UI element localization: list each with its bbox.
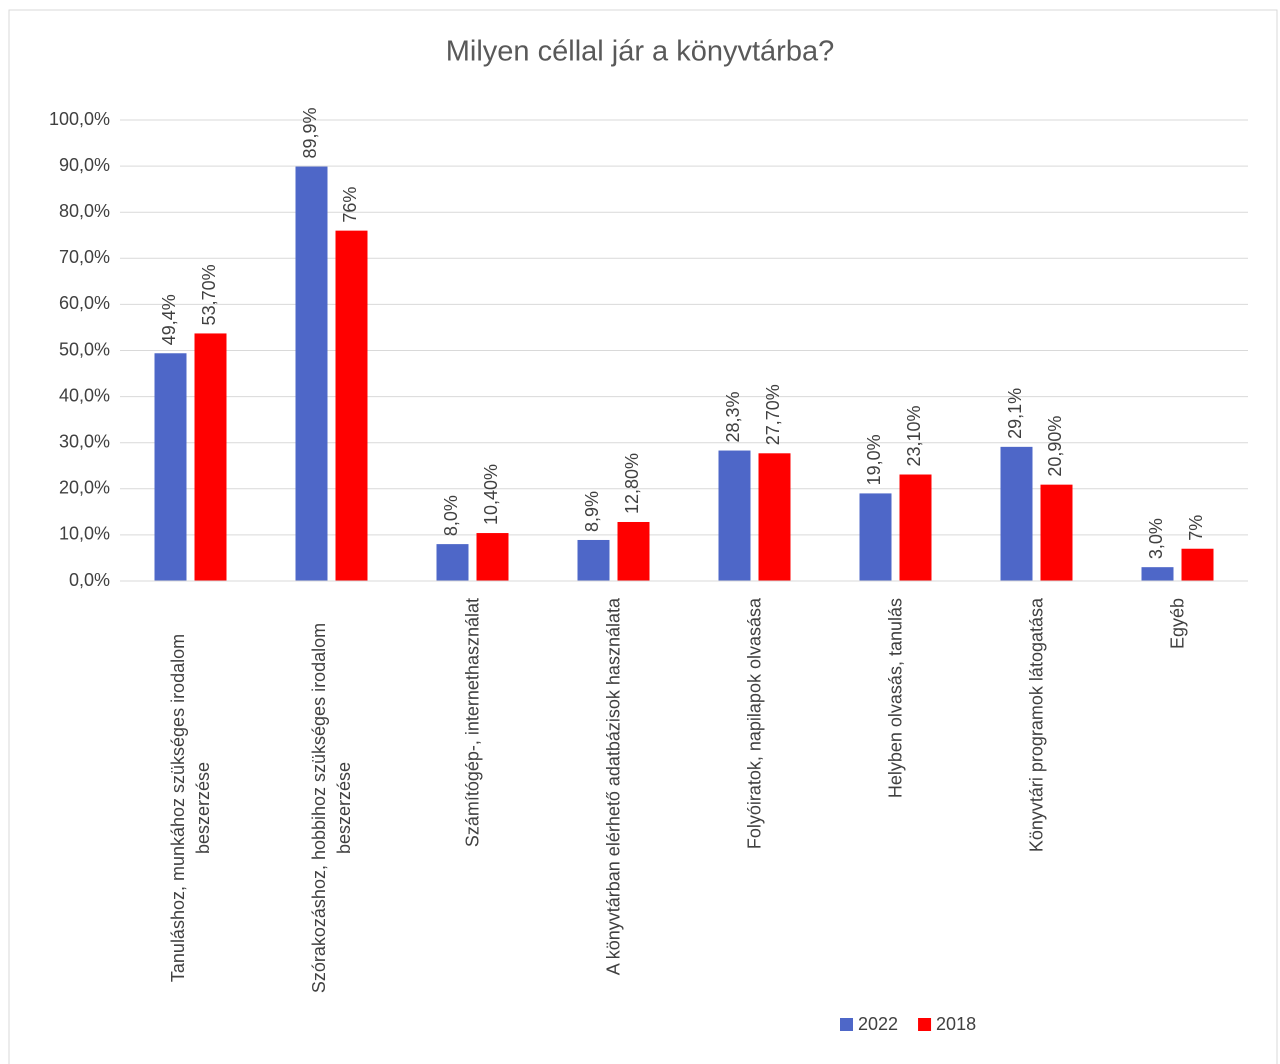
x-tick-label: Tanuláshoz, munkához szükséges irodalom … <box>167 633 213 983</box>
value-label: 27,70% <box>763 384 783 445</box>
x-tick-label: A könyvtárban elérhető adatbázisok haszn… <box>603 598 623 976</box>
bar <box>1181 548 1214 581</box>
value-label: 8,9% <box>582 491 602 532</box>
legend-label: 2022 <box>858 1014 898 1034</box>
bar <box>295 166 328 581</box>
bar <box>899 474 932 581</box>
value-label: 28,3% <box>723 391 743 442</box>
bar <box>476 533 509 581</box>
bar <box>154 353 187 581</box>
legend-swatch <box>840 1018 853 1031</box>
chart-title: Milyen céllal jár a könyvtárba? <box>446 36 834 68</box>
bar <box>758 453 791 581</box>
legend-swatch <box>918 1018 932 1031</box>
x-tick-label: Helyben olvasás, tanulás <box>885 598 905 799</box>
bar <box>1000 446 1033 581</box>
legend-label: 2018 <box>936 1014 976 1034</box>
y-tick-label: 10,0% <box>59 524 110 544</box>
bar <box>436 544 469 581</box>
value-label: 8,0% <box>441 495 461 536</box>
chart-border <box>8 9 1278 1064</box>
value-label: 7% <box>1186 515 1206 541</box>
value-label: 19,0% <box>864 434 884 485</box>
x-tick-label: Szórakozáshoz, hobbihoz szükséges irodal… <box>308 622 354 994</box>
value-label: 10,40% <box>481 464 501 525</box>
value-label: 3,0% <box>1146 518 1166 559</box>
bar <box>577 539 610 581</box>
bar <box>194 333 227 581</box>
y-tick-label: 40,0% <box>59 385 110 405</box>
bar <box>859 493 892 581</box>
y-tick-label: 70,0% <box>59 247 110 267</box>
y-tick-label: 0,0% <box>69 570 110 590</box>
y-tick-label: 50,0% <box>59 339 110 359</box>
value-label: 23,10% <box>904 405 924 466</box>
x-tick-label: Könyvtári programok látogatása <box>1026 598 1046 853</box>
x-tick-label: Számítógép-, internethasználat <box>462 598 482 848</box>
bar <box>1040 484 1073 581</box>
x-tick-label: Folyóiratok, napilapok olvasása <box>744 598 764 850</box>
y-tick-label: 30,0% <box>59 431 110 451</box>
value-label: 49,4% <box>159 294 179 345</box>
bar <box>617 521 650 581</box>
x-tick-label: Egyéb <box>1167 598 1187 650</box>
value-label: 29,1% <box>1005 388 1025 439</box>
value-label: 53,70% <box>199 264 219 325</box>
value-label: 20,90% <box>1045 416 1065 477</box>
y-tick-label: 60,0% <box>59 293 110 313</box>
value-label: 89,9% <box>300 108 320 159</box>
y-tick-label: 80,0% <box>59 201 110 221</box>
y-tick-label: 20,0% <box>59 478 110 498</box>
y-tick-label: 100,0% <box>49 109 110 129</box>
bar <box>718 450 751 581</box>
value-label: 76% <box>340 187 360 223</box>
value-label: 12,80% <box>622 453 642 514</box>
bar <box>1141 567 1174 581</box>
y-tick-label: 90,0% <box>59 155 110 175</box>
bar <box>335 230 368 581</box>
